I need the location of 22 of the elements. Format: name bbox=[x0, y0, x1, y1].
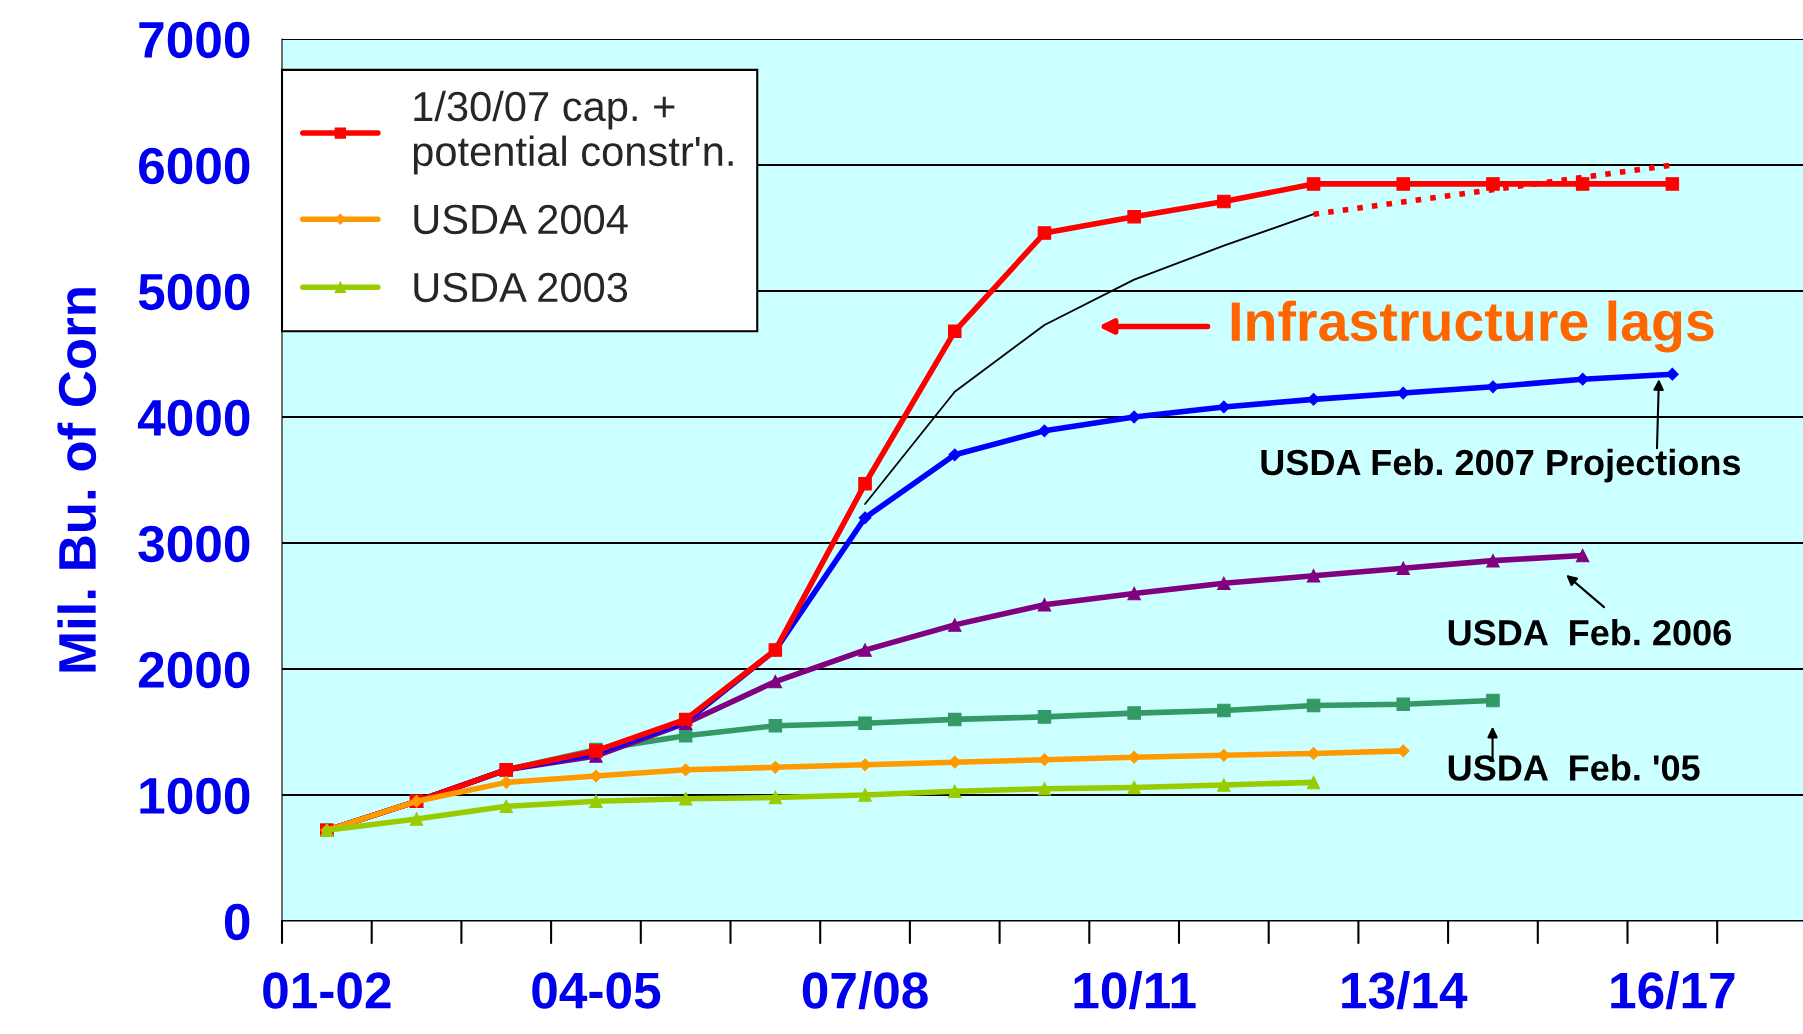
x-tick-label: 04-05 bbox=[532, 972, 661, 1009]
y-tick-label: 2000 bbox=[138, 651, 250, 689]
y-tick-label: 5000 bbox=[138, 273, 250, 311]
y-tick-label: 7000 bbox=[139, 21, 250, 59]
y-tick-label: 6000 bbox=[139, 147, 250, 185]
annotation: USDA Feb. '05 bbox=[1448, 754, 1700, 781]
annotation: Infrastructure lags bbox=[1231, 300, 1714, 353]
y-tick-label: 1000 bbox=[140, 777, 250, 815]
y-tick-label: 4000 bbox=[137, 399, 250, 437]
y-tick-label: 0 bbox=[224, 903, 250, 941]
x-tick-label: 16/17 bbox=[1611, 971, 1735, 1010]
x-tick-label: 13/14 bbox=[1342, 971, 1468, 1010]
legend-label: USDA 2004 bbox=[414, 204, 628, 235]
x-tick-label: 10/11 bbox=[1074, 971, 1196, 1010]
x-tick-label: 07/08 bbox=[802, 971, 928, 1010]
legend-label: 1/30/07 cap. + potential constr'n. bbox=[413, 90, 733, 175]
legend-label: USDA 2003 bbox=[414, 272, 628, 303]
x-tick-label: 01-02 bbox=[263, 972, 391, 1009]
annotation: USDA Feb. 2007 Projections bbox=[1261, 448, 1741, 483]
annotation: USDA Feb. 2006 bbox=[1448, 619, 1731, 646]
y-axis-title: Mil. Bu. of Corn bbox=[57, 288, 97, 672]
y-tick-label: 3000 bbox=[138, 525, 250, 563]
